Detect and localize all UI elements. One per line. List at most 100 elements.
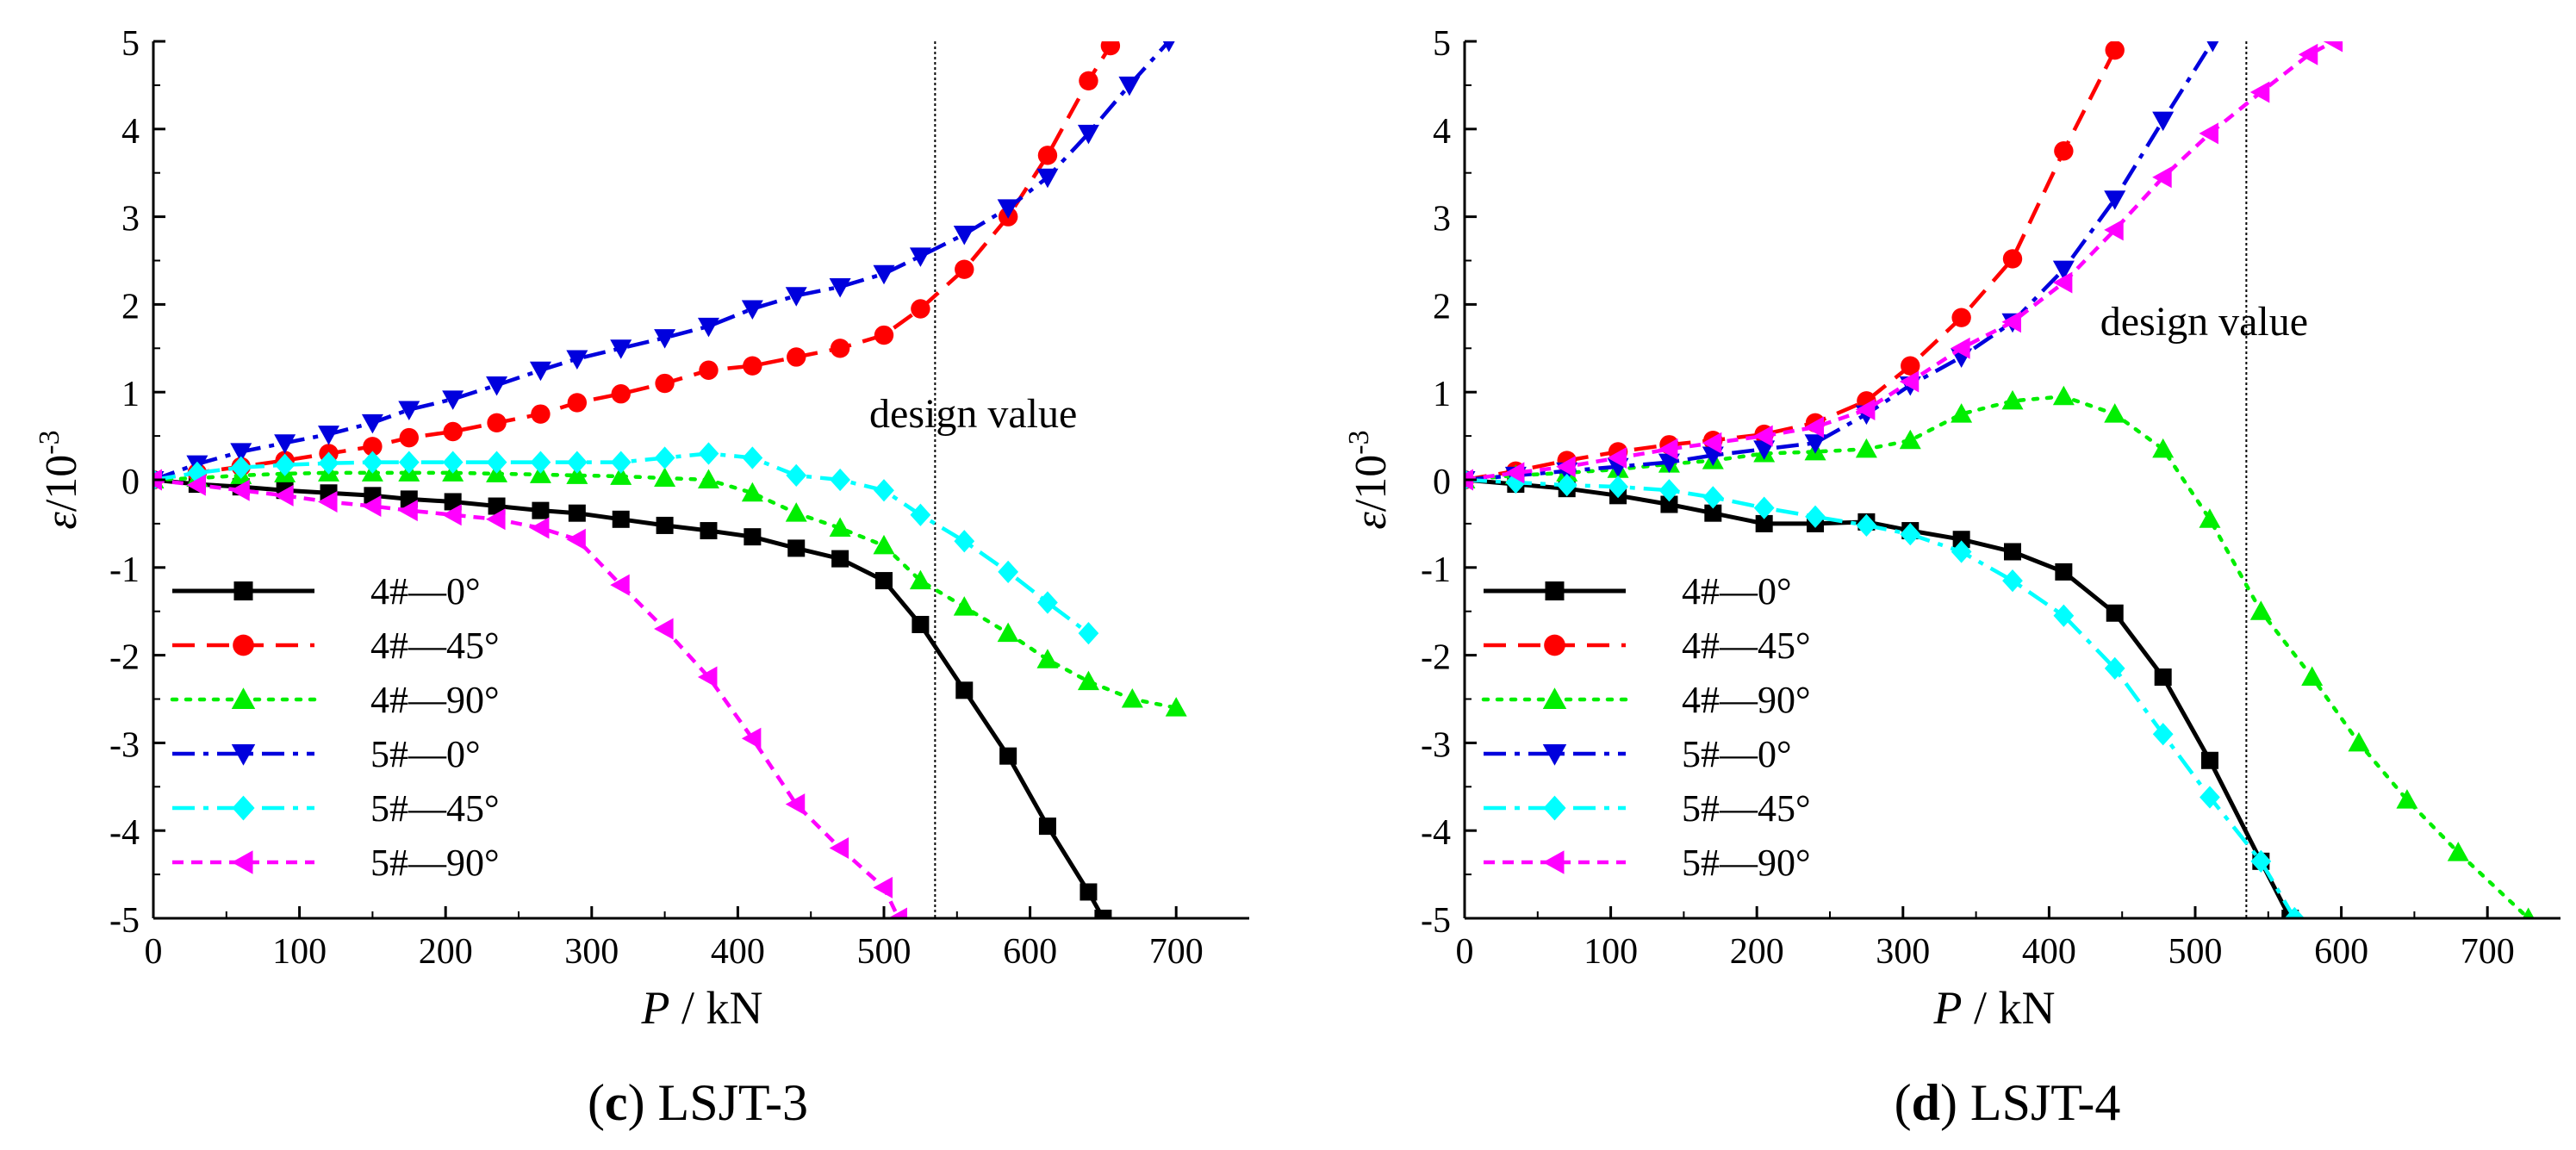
- y-tick-label: 1: [121, 375, 140, 414]
- data-point: [398, 401, 420, 421]
- data-point: [1702, 486, 1724, 509]
- caption-open-paren: (: [588, 1074, 605, 1131]
- data-point: [1077, 124, 1099, 145]
- caption-name: LSJT-4: [1970, 1074, 2121, 1131]
- y-tick-label: -3: [1421, 725, 1451, 765]
- data-point: [785, 502, 807, 522]
- data-point: [398, 500, 418, 522]
- data-point: [911, 299, 930, 319]
- legend-marker-2: [1544, 634, 1565, 656]
- data-point: [953, 596, 975, 616]
- data-point: [488, 497, 506, 515]
- data-point: [786, 463, 807, 488]
- x-tick-label: 100: [1584, 932, 1638, 972]
- data-point: [1077, 670, 1099, 691]
- legend-label-2: 4#—45°: [370, 625, 500, 667]
- data-point: [566, 451, 588, 474]
- data-point: [1607, 447, 1627, 469]
- data-point: [1704, 504, 1722, 522]
- x-tick-label: 500: [857, 932, 912, 972]
- design-value-label: design value: [2100, 299, 2308, 345]
- y-tick-label: 0: [1433, 463, 1451, 502]
- data-point: [2052, 271, 2073, 294]
- y-tick-label: 4: [121, 112, 140, 152]
- legend-label-4: 5#—0°: [1682, 733, 1792, 775]
- data-point: [909, 247, 931, 267]
- x-axis-label-symbol: P: [1933, 982, 1963, 1034]
- legend-marker-1: [1545, 581, 1565, 600]
- x-tick-label: 700: [1149, 932, 1204, 972]
- x-tick-label: 0: [145, 932, 163, 972]
- y-tick-label: -2: [1421, 638, 1451, 678]
- data-point: [611, 384, 631, 404]
- data-point: [909, 569, 931, 590]
- y-axis-label-unit: /10: [37, 455, 86, 512]
- data-point: [2152, 723, 2174, 746]
- data-point: [230, 456, 252, 479]
- data-point: [997, 622, 1019, 643]
- legend-label-3: 4#—90°: [370, 679, 500, 721]
- y-tick-label: -1: [109, 550, 140, 590]
- data-point: [656, 516, 674, 534]
- series-line-1: [1465, 477, 2293, 918]
- series-line-3: [1465, 395, 2530, 918]
- data-point: [1660, 495, 1678, 513]
- data-point: [741, 482, 763, 502]
- data-point: [997, 199, 1019, 219]
- data-point: [2199, 508, 2221, 528]
- x-axis-label: P / kN: [1933, 982, 2056, 1034]
- legend-label-3: 4#—90°: [1682, 679, 1811, 721]
- data-point: [230, 479, 250, 501]
- data-point: [2104, 219, 2124, 241]
- data-point: [2104, 190, 2126, 210]
- data-point: [566, 350, 588, 370]
- data-point: [1556, 473, 1577, 497]
- data-point: [610, 574, 630, 596]
- data-point: [654, 329, 676, 349]
- data-point: [887, 907, 907, 918]
- y-tick-label: -5: [109, 901, 140, 941]
- data-point: [2001, 389, 2024, 410]
- x-tick-label: 600: [1003, 932, 1057, 972]
- data-point: [654, 446, 675, 469]
- data-point: [318, 451, 339, 475]
- data-point: [1899, 429, 1921, 450]
- caption-letter: c: [605, 1074, 628, 1131]
- data-point: [1079, 71, 1098, 91]
- data-point: [2104, 656, 2125, 680]
- x-tick-label: 400: [2022, 932, 2076, 972]
- y-tick-label: -5: [1421, 901, 1451, 941]
- chart-panel-c: design value -5 -4 -3 -2 -1 0 1 2 3 4 5 0 100 200 300 40…: [34, 24, 1249, 1131]
- legend-marker-6: [231, 850, 253, 874]
- x-tick-label: 300: [1876, 932, 1930, 972]
- x-tick-label: 100: [272, 932, 327, 972]
- data-point: [531, 404, 551, 424]
- data-point: [230, 443, 252, 463]
- legend-marker-4: [231, 744, 256, 766]
- legend-label-6: 5#—90°: [1682, 842, 1811, 884]
- y-axis-label-symbol: ε: [37, 512, 86, 530]
- caption-open-paren: (: [1895, 1074, 1912, 1131]
- data-point: [2200, 751, 2218, 769]
- data-point: [1805, 505, 1826, 528]
- data-point: [741, 300, 763, 320]
- data-point: [1755, 514, 1773, 532]
- data-point: [742, 446, 763, 469]
- x-tick-label: 200: [1730, 932, 1784, 972]
- data-point: [2348, 731, 2370, 752]
- data-point: [567, 393, 588, 413]
- design-value-label: design value: [869, 391, 1077, 437]
- caption-name: LSJT-3: [658, 1074, 809, 1131]
- data-point: [529, 517, 550, 539]
- data-point: [1165, 697, 1187, 717]
- data-point: [873, 264, 895, 285]
- series-group: [1465, 41, 2535, 918]
- y-axis-label-exponent: -3: [1343, 430, 1375, 454]
- panel-caption: (c) LSJT-3: [588, 1074, 808, 1131]
- data-point: [186, 474, 206, 496]
- data-point: [1162, 41, 1175, 53]
- data-point: [1036, 168, 1059, 189]
- data-point: [1504, 462, 1525, 484]
- data-point: [2301, 666, 2324, 687]
- data-point: [787, 347, 806, 367]
